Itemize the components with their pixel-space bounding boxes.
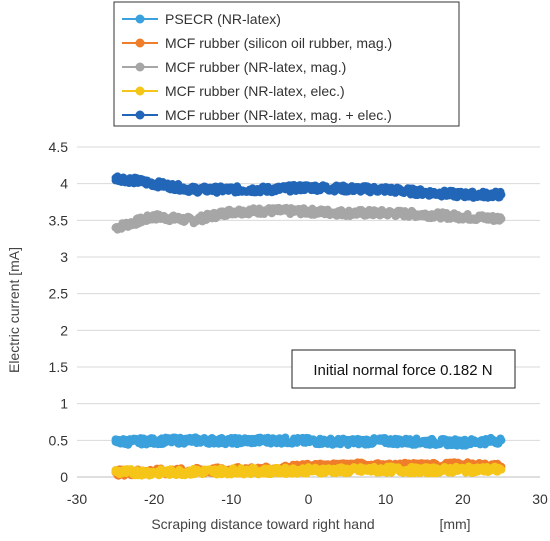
annotation-text: Initial normal force 0.182 N <box>313 362 492 379</box>
legend-marker <box>135 62 145 72</box>
y-tick-label: 1.5 <box>49 359 69 375</box>
y-tick-label: 1 <box>60 396 68 412</box>
legend-marker <box>135 38 145 48</box>
legend-marker <box>135 110 145 120</box>
y-tick-label: 3.5 <box>49 212 69 228</box>
legend-label: MCF rubber (NR-latex, elec.) <box>165 83 345 99</box>
y-tick-label: 0.5 <box>49 432 69 448</box>
series-points <box>111 203 506 234</box>
x-tick-label: 10 <box>378 491 394 507</box>
data-point <box>496 464 505 473</box>
legend-box <box>113 1 460 127</box>
legend-label: MCF rubber (NR-latex, mag. + elec.) <box>165 107 392 123</box>
x-axis-unit: [mm] <box>439 516 470 532</box>
y-tick-label: 2.5 <box>49 286 69 302</box>
x-tick-label: 20 <box>455 491 471 507</box>
legend-marker <box>135 86 145 96</box>
y-tick-label: 3 <box>60 249 68 265</box>
legend-label: MCF rubber (NR-latex, mag.) <box>165 59 346 75</box>
y-tick-label: 4.5 <box>49 139 69 155</box>
legend-label: PSECR (NR-latex) <box>165 11 281 27</box>
data-point <box>496 434 505 443</box>
data-points <box>111 172 506 480</box>
series-points <box>111 462 506 480</box>
legend-label: MCF rubber (silicon oil rubber, mag.) <box>165 35 392 51</box>
x-tick-label: 30 <box>532 491 548 507</box>
y-tick-label: 2 <box>60 322 68 338</box>
annotation-frame <box>291 349 516 389</box>
y-axis-title: Electric current [mA] <box>6 247 22 373</box>
legend: PSECR (NR-latex) MCF rubber (silicon oil … <box>113 1 460 127</box>
x-tick-label: 0 <box>305 491 313 507</box>
data-point <box>496 187 505 196</box>
legend-marker <box>135 14 145 24</box>
x-tick-labels: -30 -20 -10 0 10 20 30 <box>67 491 548 507</box>
annotation-box: Initial normal force 0.182 N <box>291 349 516 389</box>
series-points <box>111 433 506 450</box>
series-points <box>111 172 506 202</box>
x-tick-label: -30 <box>67 491 87 507</box>
x-tick-label: -10 <box>221 491 241 507</box>
x-axis-title: Scraping distance toward right hand <box>151 516 374 532</box>
x-tick-label: -20 <box>144 491 164 507</box>
data-point <box>496 213 505 222</box>
y-tick-label: 4 <box>60 176 68 192</box>
y-tick-labels: 0 0.5 1 1.5 2 2.5 3 3.5 4 4.5 <box>49 139 69 485</box>
y-tick-label: 0 <box>60 469 68 485</box>
